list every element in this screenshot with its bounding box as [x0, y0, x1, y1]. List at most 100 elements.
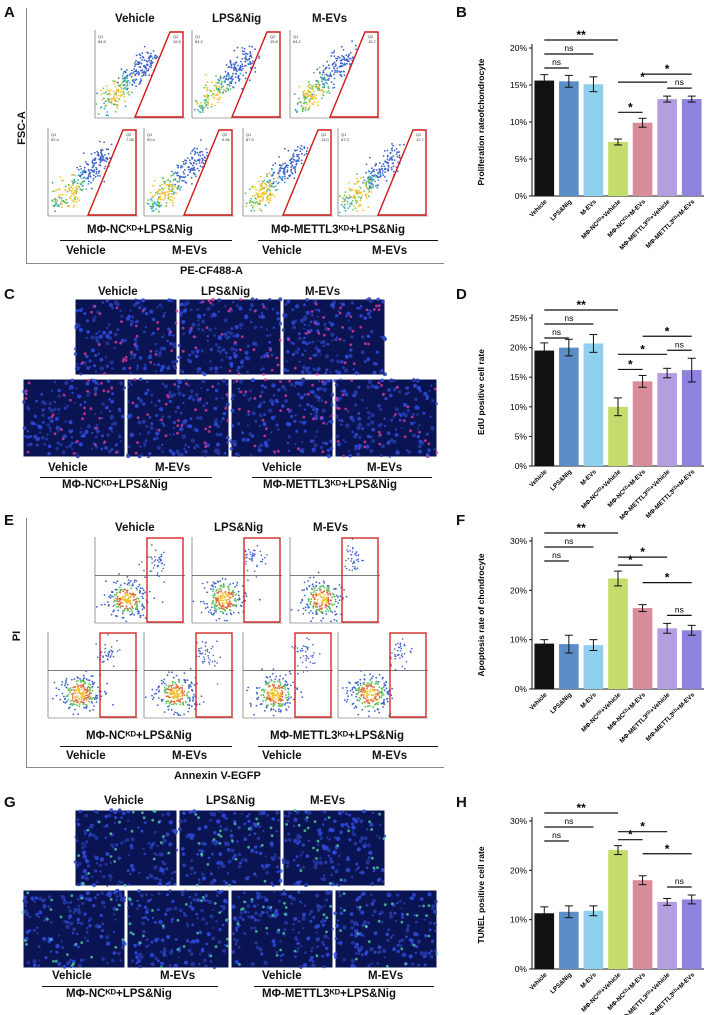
scatter-dot: [82, 152, 85, 155]
scatter-dot: [135, 78, 138, 81]
scatter-dot: [317, 81, 320, 84]
scatter-dots: [293, 40, 357, 114]
scatter-dot: [162, 198, 165, 201]
scatter-dot: [254, 48, 256, 51]
scatter-dot: [346, 62, 348, 65]
scatter-dot: [204, 84, 207, 87]
scatter-dot: [238, 79, 240, 82]
scatter-dot: [343, 62, 346, 65]
scatter-dot: [311, 102, 313, 105]
scatter-dot: [111, 97, 114, 100]
scatter-dot: [135, 69, 138, 71]
scatter-dot: [128, 74, 131, 76]
scatter-dot: [72, 206, 75, 208]
scatter-dot: [245, 52, 248, 55]
scatter-dot: [302, 96, 305, 98]
scatter-dots: [193, 45, 260, 114]
scatter-dot: [130, 91, 133, 94]
scatter-dot: [139, 66, 142, 69]
scatter-dot: [94, 175, 97, 178]
scatter-dot: [74, 198, 77, 201]
scatter-dot: [217, 101, 219, 104]
quadrant-label: Q1: [98, 34, 104, 39]
scatter-dot: [114, 80, 116, 83]
scatter-dot: [117, 91, 120, 93]
scatter-dot: [89, 171, 92, 174]
scatter-dot: [183, 169, 186, 171]
scatter-dot: [346, 58, 349, 61]
scatter-dot: [202, 154, 204, 156]
scatter-dot: [79, 165, 82, 168]
scatter-dot: [115, 103, 118, 106]
scatter-dot: [313, 95, 315, 98]
quadrant-value: 84.5: [98, 39, 107, 44]
scatter-dot: [219, 92, 222, 94]
scatter-dot: [160, 192, 163, 195]
scatter-dot: [165, 205, 168, 207]
scatter-dot: [125, 88, 128, 91]
scatter-dot: [74, 174, 77, 177]
scatter-dot: [201, 108, 204, 111]
scatter-dot: [331, 52, 333, 54]
scatter-dot: [134, 63, 137, 66]
scatter-dot: [107, 114, 109, 117]
scatter-dot: [93, 151, 96, 154]
scatter-dot: [307, 89, 310, 91]
scatter-dot: [330, 55, 333, 57]
scatter-dot: [92, 165, 95, 168]
scatter-dot: [189, 152, 192, 155]
scatter-dot: [243, 53, 246, 56]
scatter-dot: [144, 74, 147, 77]
quadrant-value: 7.58: [126, 137, 135, 142]
scatter-dot: [150, 62, 152, 65]
scatter-dot: [317, 85, 320, 87]
scatter-dot: [313, 71, 315, 74]
scatter-dot: [322, 65, 325, 67]
scatter-dot: [75, 201, 78, 203]
flow-plots-a: Q184.5Q215.5Q184.2Q215.8Q184.2Q215.7Q192…: [47, 30, 428, 217]
scatter-dot: [52, 190, 54, 193]
scatter-dot: [145, 63, 148, 66]
label-lps-nig: LPS&Nig: [212, 13, 262, 25]
scatter-dot: [113, 90, 115, 93]
scatter-dot: [148, 74, 151, 76]
scatter-dot: [113, 99, 116, 102]
scatter-dot: [308, 83, 311, 86]
scatter-dot: [311, 87, 314, 89]
scatter-dot: [103, 102, 105, 105]
scatter-dot: [322, 90, 325, 93]
scatter-dot: [115, 93, 117, 96]
scatter-dot: [84, 160, 87, 163]
scatter-dot: [110, 143, 113, 146]
scatter-dot: [296, 110, 299, 113]
scatter-dot: [140, 69, 142, 72]
scatter-dot: [329, 72, 332, 74]
scatter-dot: [182, 163, 185, 166]
scatter-dot: [200, 102, 202, 104]
scatter-dot: [244, 57, 246, 59]
scatter-dot: [232, 86, 235, 89]
scatter-dot: [138, 61, 140, 64]
scatter-dot: [319, 76, 322, 79]
scatter-dot: [225, 78, 227, 81]
scatter-dot: [150, 66, 152, 69]
gate-outline: [86, 129, 137, 216]
scatter-dot: [66, 205, 69, 208]
scatter-dot: [104, 100, 107, 103]
scatter-dot: [349, 57, 352, 60]
scatter-dot: [258, 57, 260, 59]
scatter-dot: [223, 81, 226, 84]
scatter-dot: [173, 178, 175, 181]
scatter-dot: [218, 81, 220, 84]
scatter-dot: [213, 96, 215, 99]
scatter-dot: [202, 107, 205, 109]
scatter-dot: [198, 162, 201, 164]
scatter-dot: [225, 87, 228, 90]
scatter-dot: [116, 100, 119, 103]
scatter-dot: [71, 173, 73, 176]
scatter-dot: [54, 197, 57, 200]
scatter-dot: [140, 62, 143, 65]
scatter-dot: [241, 65, 244, 68]
scatter-dot: [333, 55, 336, 57]
